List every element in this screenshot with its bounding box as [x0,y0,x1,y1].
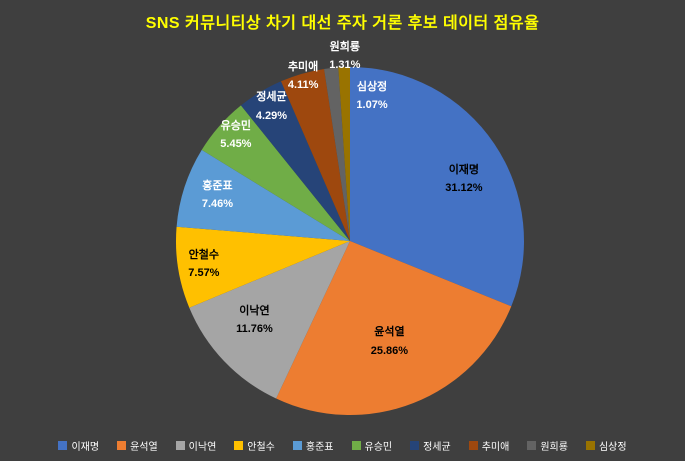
legend-item[interactable]: 이재명 [58,438,99,453]
chart-legend: 이재명 윤석열 이낙연 안철수 홍준표 유승민 정세균 추미애 원희룡 심상정 [0,438,685,453]
pie-slice-8[interactable] [281,68,350,241]
legend-label: 원희룡 [540,442,568,453]
legend-item[interactable]: 추미애 [468,438,510,453]
legend-swatch-icon [292,441,302,450]
legend-swatch-icon [175,441,185,450]
legend-swatch-icon [58,441,68,450]
legend-swatch-icon [585,441,595,450]
legend-label: 윤석열 [130,442,158,453]
legend-label: 이낙연 [188,442,217,453]
pie-slice-4[interactable] [176,226,350,308]
pie-slice-3[interactable] [189,241,350,399]
pie-slice-5[interactable] [176,149,350,241]
legend-label: 심상정 [598,442,627,453]
pie-slice-7[interactable] [240,81,350,242]
legend-label: 유승민 [364,442,393,453]
legend-swatch-icon [117,441,127,450]
pie-slice-2[interactable] [276,241,512,415]
legend-swatch-icon [351,441,361,450]
pie-slice-9[interactable] [324,67,350,241]
legend-item[interactable]: 안철수 [234,438,275,453]
legend-swatch-icon [527,441,537,450]
pie-slice-1[interactable] [350,67,524,307]
legend-swatch-icon [468,441,478,450]
pie-slice-6[interactable] [201,105,350,241]
legend-item[interactable]: 원희룡 [527,438,568,453]
legend-item[interactable]: 유승민 [351,438,393,453]
legend-label: 정세균 [423,442,451,453]
legend-item[interactable]: 정세균 [410,438,451,453]
legend-label: 홍준표 [305,442,334,453]
legend-item[interactable]: 심상정 [585,438,627,453]
legend-item[interactable]: 이낙연 [175,438,217,453]
legend-item[interactable]: 윤석열 [117,438,158,453]
chart-title: SNS 커뮤니티상 차기 대선 주자 거론 후보 데이터 점유율 [145,15,540,32]
legend-label: 추미애 [481,442,510,453]
legend-label: 이재명 [71,442,100,453]
legend-label: 안철수 [247,442,275,453]
legend-swatch-icon [234,441,244,450]
pie-slice-10[interactable] [338,66,350,241]
legend-swatch-icon [410,441,420,450]
legend-item[interactable]: 홍준표 [292,438,334,453]
